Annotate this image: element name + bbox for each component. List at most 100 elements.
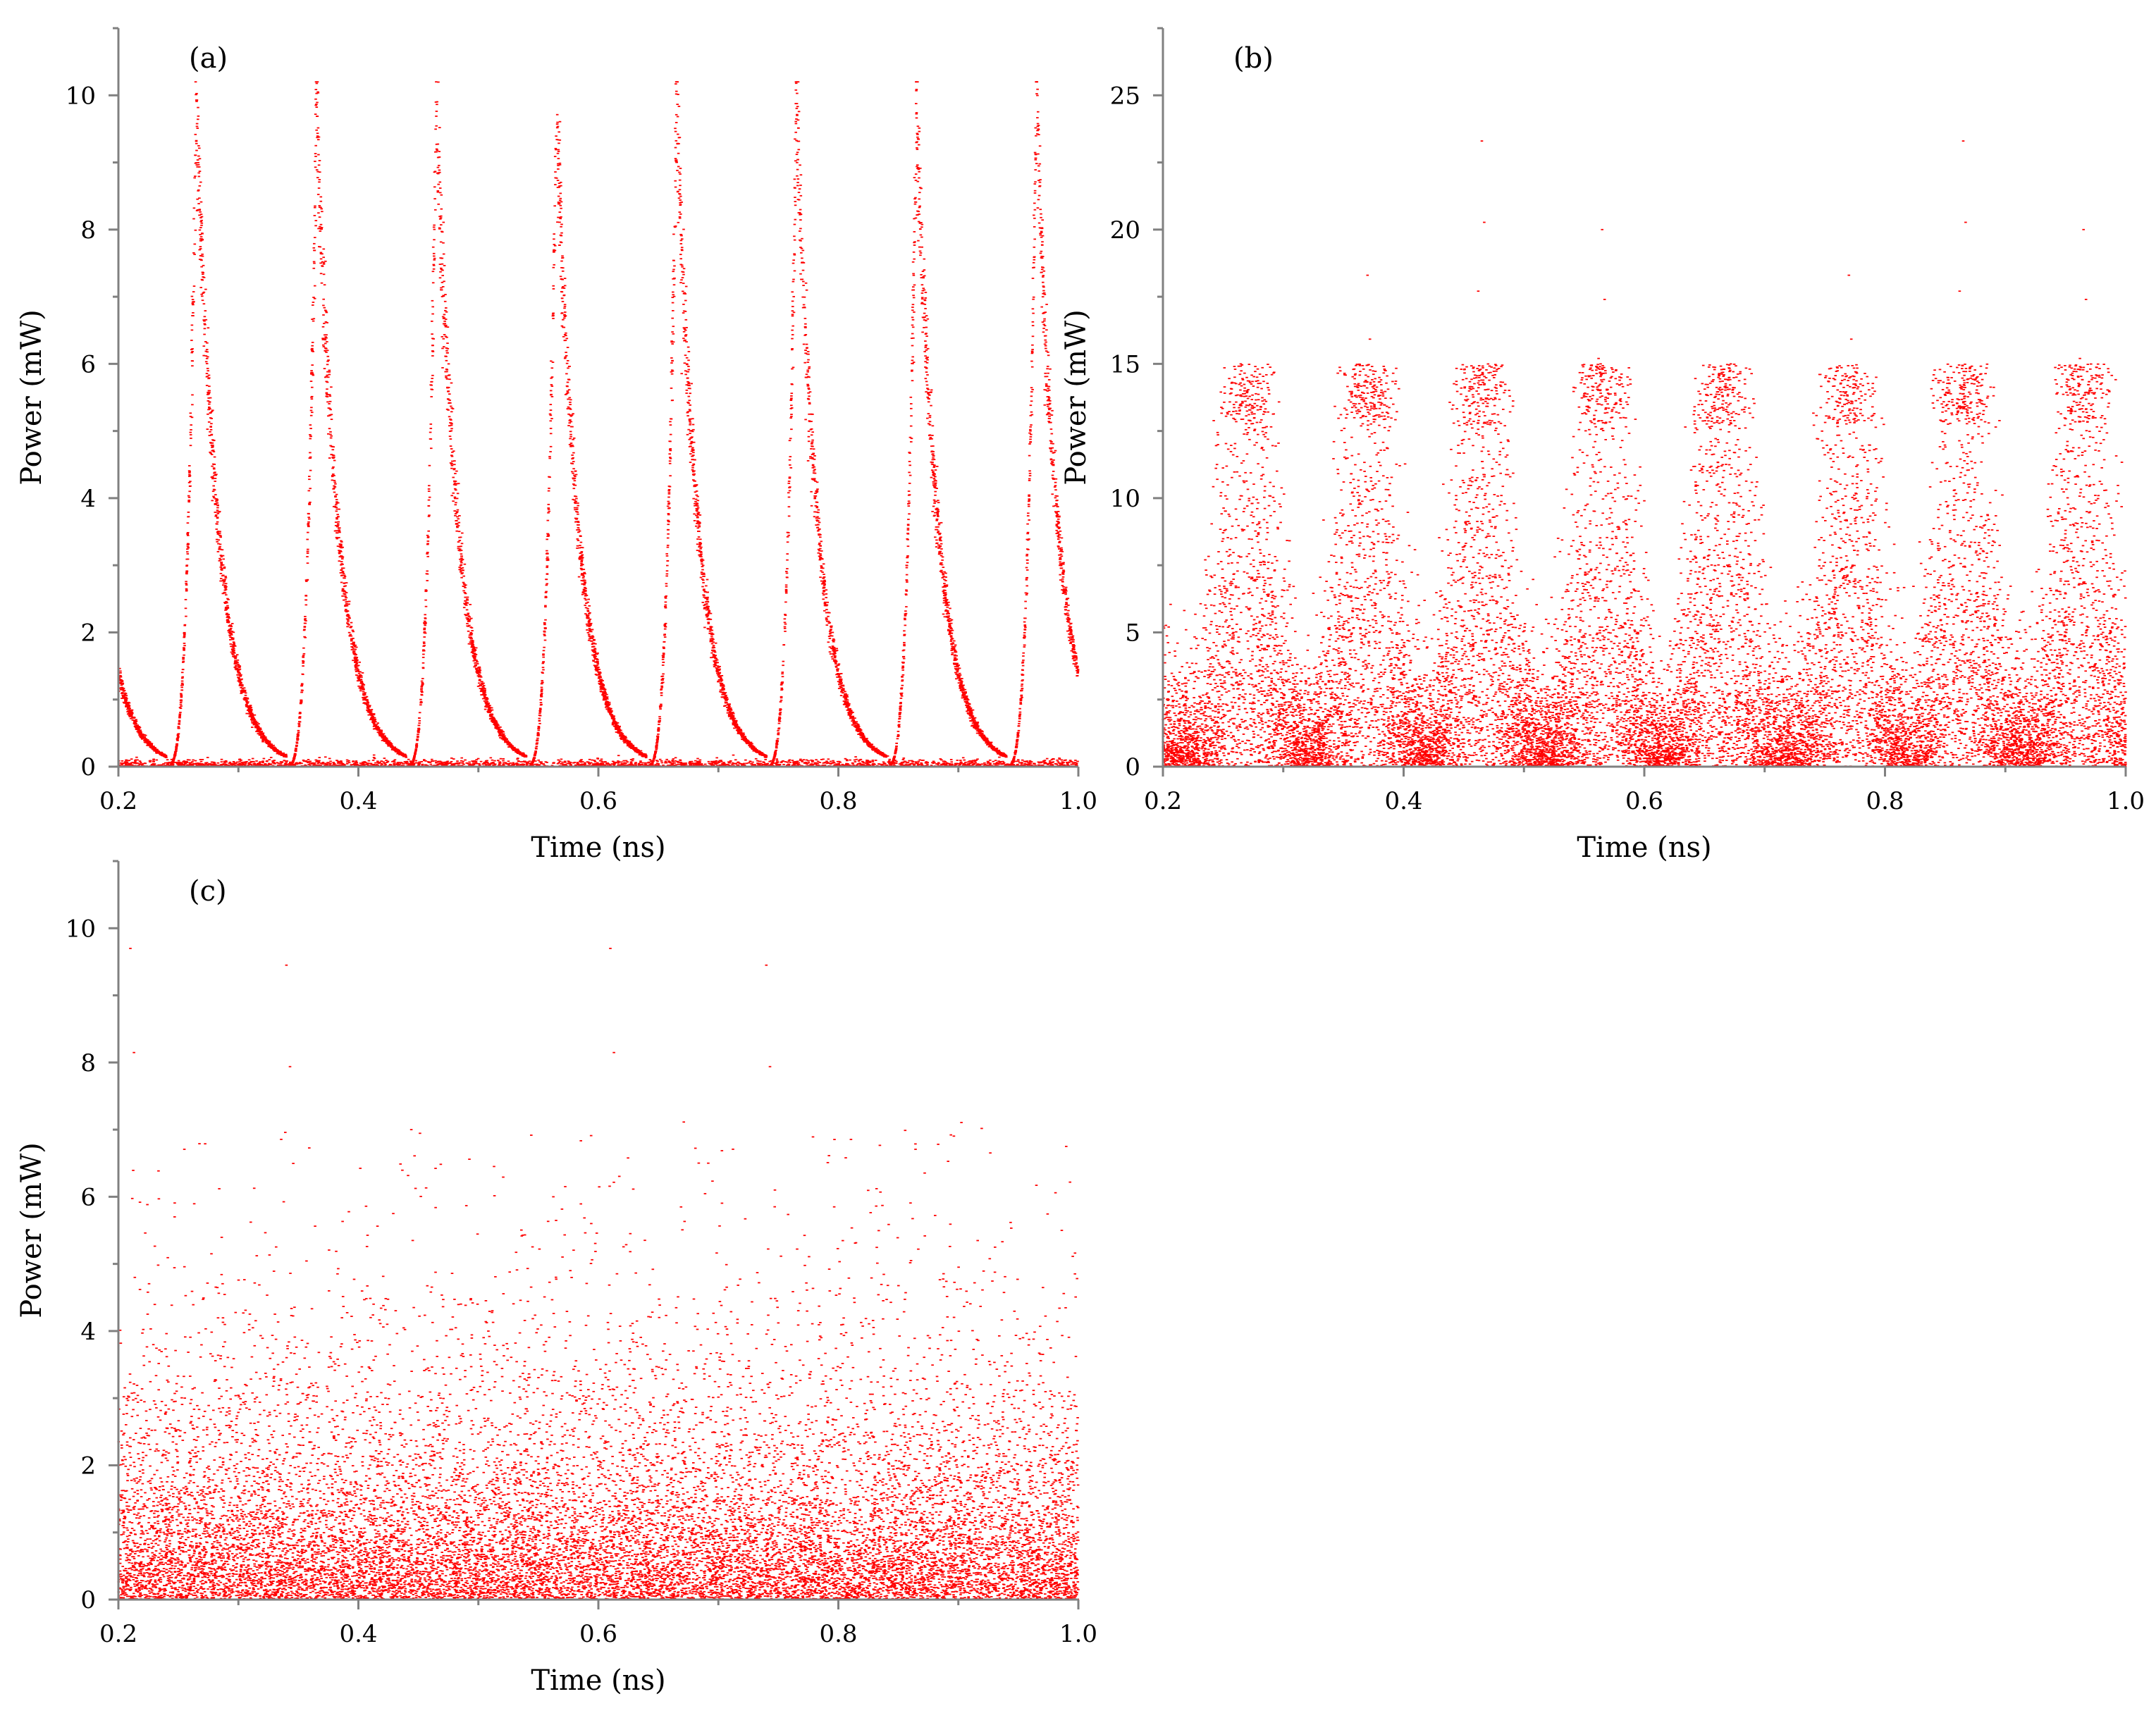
data-point bbox=[598, 674, 601, 676]
data-point bbox=[328, 394, 331, 395]
data-point bbox=[335, 507, 338, 508]
data-point bbox=[672, 269, 675, 271]
data-point bbox=[313, 261, 316, 263]
data-point bbox=[1048, 379, 1051, 381]
data-point bbox=[225, 577, 228, 579]
data-point bbox=[208, 375, 211, 376]
data-point bbox=[667, 497, 670, 498]
data-point bbox=[917, 240, 920, 242]
data-point bbox=[334, 483, 337, 485]
data-point bbox=[698, 536, 701, 538]
data-point bbox=[1033, 259, 1036, 261]
data-point bbox=[1041, 219, 1044, 221]
data-point bbox=[916, 149, 919, 150]
data-point bbox=[1042, 321, 1045, 323]
data-point bbox=[462, 576, 465, 577]
data-point bbox=[550, 361, 553, 362]
data-point bbox=[710, 636, 713, 638]
data-point bbox=[901, 679, 904, 681]
data-point bbox=[547, 507, 550, 509]
data-point bbox=[1040, 257, 1043, 259]
data-point bbox=[703, 627, 706, 629]
data-point bbox=[799, 228, 802, 230]
data-point bbox=[1026, 554, 1029, 555]
data-point bbox=[440, 242, 443, 243]
data-point bbox=[551, 396, 554, 397]
data-point bbox=[313, 268, 316, 269]
data-point bbox=[788, 516, 791, 517]
data-point bbox=[193, 285, 196, 287]
data-point bbox=[905, 606, 908, 607]
data-point bbox=[699, 514, 702, 516]
data-point bbox=[682, 229, 685, 230]
data-point bbox=[763, 762, 765, 763]
data-point bbox=[430, 423, 433, 425]
data-point bbox=[560, 242, 563, 243]
data-point bbox=[332, 762, 335, 763]
data-point bbox=[328, 758, 331, 760]
data-point bbox=[1026, 569, 1029, 571]
data-point bbox=[490, 758, 493, 759]
data-point bbox=[434, 171, 437, 172]
data-point bbox=[729, 711, 732, 712]
data-point bbox=[440, 268, 443, 269]
data-point bbox=[419, 720, 421, 722]
data-point bbox=[436, 149, 439, 151]
data-point bbox=[329, 401, 332, 402]
data-point bbox=[918, 171, 920, 173]
data-point bbox=[422, 657, 425, 658]
data-point bbox=[584, 613, 587, 614]
data-point bbox=[826, 602, 829, 603]
data-point bbox=[181, 672, 184, 673]
data-point bbox=[912, 319, 915, 321]
data-point bbox=[784, 614, 787, 615]
data-point bbox=[875, 760, 877, 761]
data-point bbox=[451, 461, 454, 462]
data-point bbox=[335, 499, 338, 500]
data-point bbox=[908, 513, 911, 514]
data-point bbox=[225, 583, 228, 584]
data-point bbox=[933, 486, 936, 488]
data-point bbox=[238, 667, 241, 668]
data-point bbox=[121, 764, 123, 765]
data-point bbox=[577, 502, 579, 504]
data-point bbox=[584, 587, 586, 588]
data-point bbox=[652, 760, 655, 761]
data-point bbox=[800, 252, 803, 254]
data-point bbox=[911, 333, 914, 335]
data-point bbox=[921, 292, 924, 294]
data-point bbox=[566, 338, 569, 340]
data-point bbox=[1042, 276, 1045, 278]
data-point bbox=[713, 666, 716, 667]
data-point bbox=[925, 327, 928, 328]
data-point bbox=[546, 585, 548, 586]
data-point bbox=[788, 497, 791, 498]
data-point bbox=[317, 128, 320, 129]
data-point bbox=[1028, 501, 1030, 502]
data-point bbox=[832, 655, 835, 656]
data-point bbox=[1052, 761, 1055, 762]
data-point bbox=[433, 198, 436, 199]
data-point bbox=[913, 259, 916, 260]
data-point bbox=[1061, 585, 1064, 586]
data-point bbox=[189, 486, 192, 487]
data-point bbox=[954, 646, 956, 648]
data-point bbox=[433, 256, 436, 257]
data-point bbox=[622, 760, 625, 762]
data-point bbox=[908, 494, 911, 495]
data-point bbox=[695, 526, 698, 527]
data-point bbox=[572, 463, 574, 464]
data-point bbox=[1033, 203, 1036, 204]
data-point bbox=[799, 230, 801, 232]
data-point bbox=[443, 334, 446, 335]
data-point bbox=[441, 348, 444, 350]
data-point bbox=[706, 617, 708, 618]
data-point bbox=[543, 635, 546, 636]
data-point bbox=[825, 593, 828, 595]
data-point bbox=[326, 388, 328, 390]
data-point bbox=[1057, 761, 1059, 762]
data-point bbox=[585, 607, 588, 609]
data-point bbox=[907, 528, 910, 529]
data-point bbox=[791, 316, 794, 317]
data-point bbox=[1050, 459, 1053, 461]
